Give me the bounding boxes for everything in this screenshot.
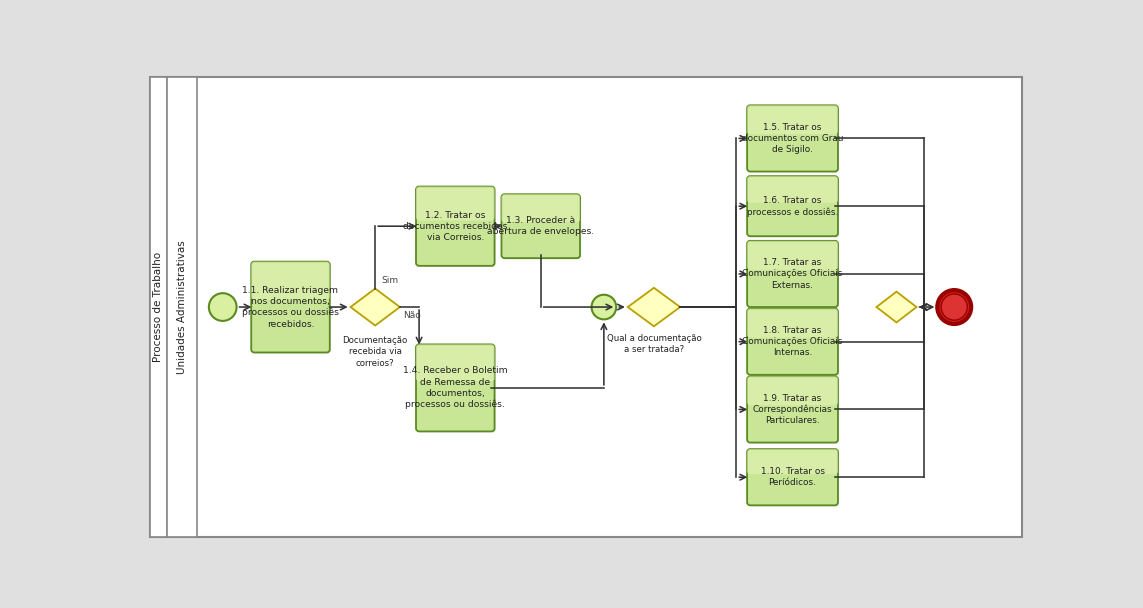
FancyBboxPatch shape	[748, 449, 838, 474]
FancyBboxPatch shape	[748, 176, 838, 236]
Circle shape	[209, 293, 237, 321]
Text: 1.9. Tratar as
Correspondências
Particulares.: 1.9. Tratar as Correspondências Particul…	[753, 393, 832, 426]
FancyBboxPatch shape	[748, 376, 838, 406]
FancyBboxPatch shape	[748, 241, 838, 270]
FancyBboxPatch shape	[749, 451, 839, 506]
Circle shape	[937, 290, 972, 324]
FancyBboxPatch shape	[748, 376, 838, 443]
Text: 1.8. Tratar as
Comunicações Oficiais
Internas.: 1.8. Tratar as Comunicações Oficiais Int…	[742, 326, 842, 358]
FancyBboxPatch shape	[748, 105, 838, 171]
FancyBboxPatch shape	[748, 449, 838, 505]
Text: Sim: Sim	[382, 275, 399, 285]
Text: 1.7. Tratar as
Comunicações Oficiais
Externas.: 1.7. Tratar as Comunicações Oficiais Ext…	[742, 258, 842, 289]
FancyBboxPatch shape	[749, 378, 839, 444]
FancyBboxPatch shape	[748, 309, 838, 375]
FancyBboxPatch shape	[417, 188, 496, 267]
FancyBboxPatch shape	[749, 242, 839, 308]
Bar	[167, 77, 198, 537]
Circle shape	[592, 295, 616, 319]
Text: Processo de Trabalho: Processo de Trabalho	[153, 252, 163, 362]
FancyBboxPatch shape	[749, 106, 839, 173]
Circle shape	[941, 294, 967, 320]
Text: 1.1. Realizar triagem
nos documentos,
processos ou dossiês
recebidos.: 1.1. Realizar triagem nos documentos, pr…	[242, 286, 339, 328]
Polygon shape	[628, 288, 680, 326]
Polygon shape	[877, 292, 917, 322]
Text: 1.4. Receber o Boletim
de Remessa de
documentos,
processos ou dossiês.: 1.4. Receber o Boletim de Remessa de doc…	[403, 367, 507, 409]
FancyBboxPatch shape	[749, 178, 839, 237]
Bar	[150, 77, 167, 537]
Text: 1.5. Tratar os
documentos com Grau
de Sigilo.: 1.5. Tratar os documentos com Grau de Si…	[742, 123, 844, 154]
FancyBboxPatch shape	[416, 187, 495, 221]
FancyBboxPatch shape	[251, 261, 330, 353]
FancyBboxPatch shape	[416, 344, 495, 432]
Text: 1.10. Tratar os
Períódicos.: 1.10. Tratar os Períódicos.	[760, 467, 824, 487]
FancyBboxPatch shape	[417, 345, 496, 432]
Text: Documentação
recebida via
correios?: Documentação recebida via correios?	[343, 336, 408, 367]
FancyBboxPatch shape	[502, 194, 580, 258]
Text: 1.6. Tratar os
processos e dossiês.: 1.6. Tratar os processos e dossiês.	[746, 196, 838, 216]
Text: Unidades Administrativas: Unidades Administrativas	[177, 240, 187, 374]
Text: Não: Não	[403, 311, 421, 320]
FancyBboxPatch shape	[748, 309, 838, 337]
FancyBboxPatch shape	[748, 241, 838, 307]
Text: 1.3. Proceder à
abertura de envelopes.: 1.3. Proceder à abertura de envelopes.	[487, 216, 594, 237]
FancyBboxPatch shape	[251, 261, 330, 300]
Text: Qual a documentação
a ser tratada?: Qual a documentação a ser tratada?	[607, 334, 702, 354]
FancyBboxPatch shape	[416, 344, 495, 381]
FancyBboxPatch shape	[503, 195, 581, 259]
FancyBboxPatch shape	[502, 194, 580, 223]
Polygon shape	[351, 289, 400, 325]
FancyBboxPatch shape	[748, 105, 838, 134]
FancyBboxPatch shape	[416, 187, 495, 266]
FancyBboxPatch shape	[253, 263, 331, 354]
FancyBboxPatch shape	[748, 176, 838, 203]
FancyBboxPatch shape	[749, 309, 839, 376]
Text: 1.2. Tratar os
documentos recebidos
via Correios.: 1.2. Tratar os documentos recebidos via …	[403, 210, 507, 242]
